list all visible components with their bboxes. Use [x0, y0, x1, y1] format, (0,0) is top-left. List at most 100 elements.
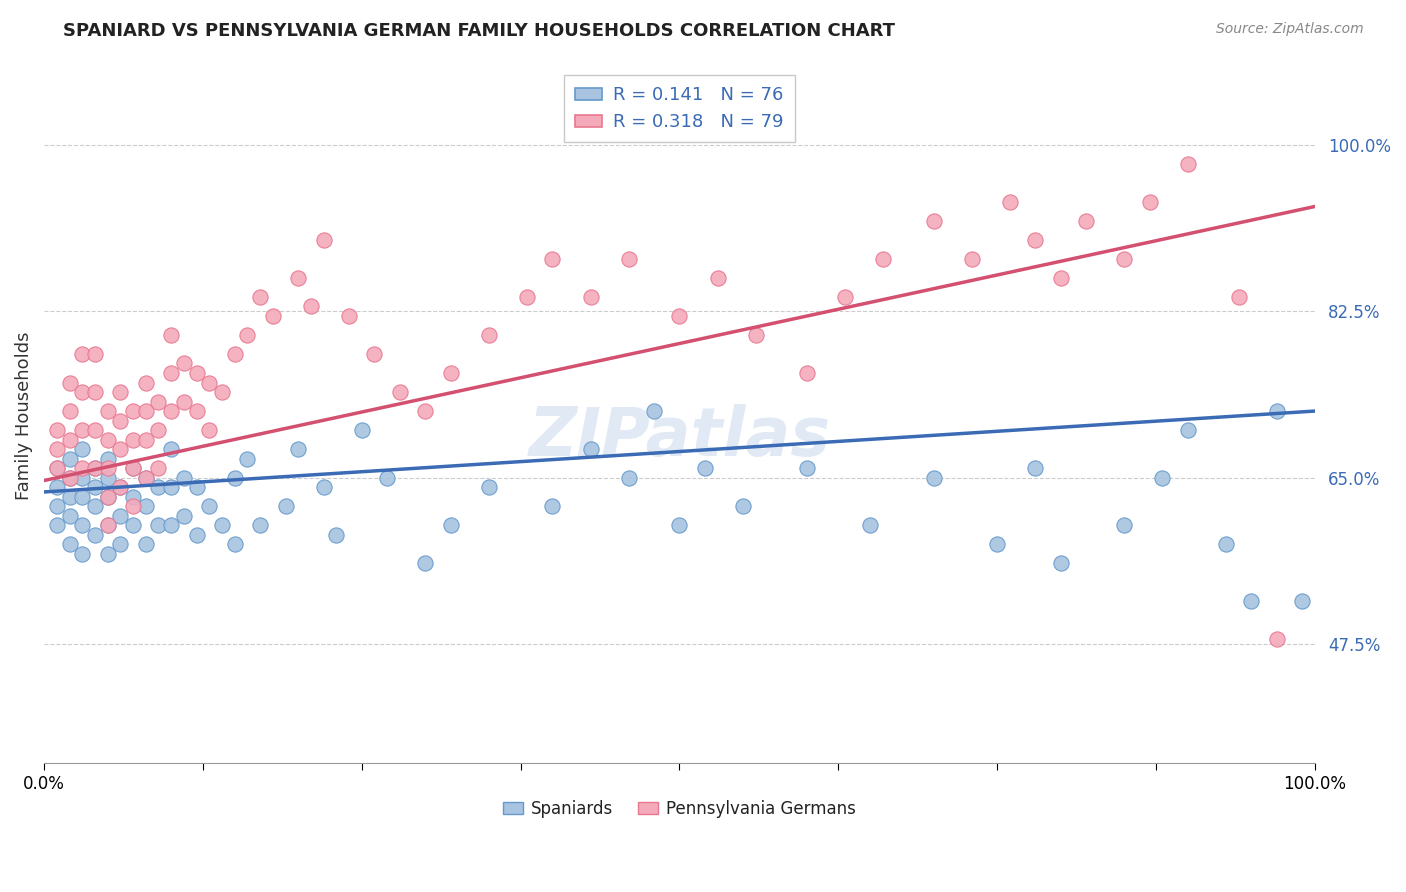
Point — [110, 480, 132, 494]
Point — [415, 557, 437, 571]
Point — [731, 500, 754, 514]
Point — [97, 490, 120, 504]
Point — [58, 376, 80, 390]
Point — [70, 423, 93, 437]
Point — [122, 461, 145, 475]
Point — [97, 471, 120, 485]
Point — [70, 442, 93, 457]
Point — [668, 309, 690, 323]
Point — [58, 508, 80, 523]
Point — [668, 518, 690, 533]
Point — [110, 480, 132, 494]
Point — [97, 490, 120, 504]
Point — [1227, 290, 1250, 304]
Point — [58, 490, 80, 504]
Point — [236, 327, 259, 342]
Point — [70, 547, 93, 561]
Point — [84, 385, 107, 400]
Point — [45, 423, 67, 437]
Point — [1152, 471, 1174, 485]
Point — [325, 528, 347, 542]
Point — [211, 385, 233, 400]
Point — [1049, 270, 1071, 285]
Point — [1215, 537, 1237, 551]
Point — [45, 518, 67, 533]
Point — [45, 461, 67, 475]
Point — [58, 537, 80, 551]
Point — [186, 366, 208, 380]
Point — [173, 508, 195, 523]
Point — [1177, 423, 1199, 437]
Point — [58, 471, 80, 485]
Point — [1291, 594, 1313, 608]
Point — [872, 252, 894, 266]
Point — [97, 451, 120, 466]
Point — [236, 451, 259, 466]
Point — [198, 376, 221, 390]
Point — [97, 518, 120, 533]
Point — [97, 433, 120, 447]
Point — [312, 233, 335, 247]
Point — [160, 518, 183, 533]
Point — [1139, 194, 1161, 209]
Point — [579, 290, 602, 304]
Point — [58, 451, 80, 466]
Point — [1240, 594, 1263, 608]
Point — [834, 290, 856, 304]
Text: ZIPatlas: ZIPatlas — [529, 404, 831, 470]
Point — [97, 404, 120, 418]
Point — [643, 404, 665, 418]
Point — [998, 194, 1021, 209]
Point — [337, 309, 360, 323]
Point — [186, 480, 208, 494]
Point — [135, 471, 157, 485]
Point — [45, 500, 67, 514]
Point — [224, 347, 246, 361]
Point — [173, 357, 195, 371]
Point — [796, 366, 818, 380]
Point — [58, 404, 80, 418]
Point — [1074, 213, 1097, 227]
Text: SPANIARD VS PENNSYLVANIA GERMAN FAMILY HOUSEHOLDS CORRELATION CHART: SPANIARD VS PENNSYLVANIA GERMAN FAMILY H… — [63, 22, 896, 40]
Point — [148, 394, 170, 409]
Point — [693, 461, 716, 475]
Point — [122, 490, 145, 504]
Point — [1114, 518, 1136, 533]
Point — [110, 385, 132, 400]
Point — [148, 461, 170, 475]
Point — [84, 528, 107, 542]
Point — [135, 433, 157, 447]
Point — [287, 442, 309, 457]
Point — [160, 366, 183, 380]
Point — [617, 252, 640, 266]
Point — [148, 480, 170, 494]
Point — [160, 404, 183, 418]
Point — [415, 404, 437, 418]
Point — [744, 327, 766, 342]
Point — [299, 299, 322, 313]
Point — [135, 537, 157, 551]
Point — [796, 461, 818, 475]
Point — [122, 433, 145, 447]
Point — [198, 423, 221, 437]
Point — [45, 442, 67, 457]
Point — [617, 471, 640, 485]
Point — [375, 471, 398, 485]
Point — [706, 270, 728, 285]
Point — [1177, 156, 1199, 170]
Point — [363, 347, 385, 361]
Point — [198, 500, 221, 514]
Point — [541, 252, 564, 266]
Point — [262, 309, 284, 323]
Point — [224, 471, 246, 485]
Point — [148, 518, 170, 533]
Point — [1024, 233, 1046, 247]
Point — [135, 404, 157, 418]
Point — [160, 480, 183, 494]
Point — [148, 423, 170, 437]
Text: Source: ZipAtlas.com: Source: ZipAtlas.com — [1216, 22, 1364, 37]
Point — [1265, 404, 1288, 418]
Point — [986, 537, 1008, 551]
Point — [249, 518, 271, 533]
Point — [1114, 252, 1136, 266]
